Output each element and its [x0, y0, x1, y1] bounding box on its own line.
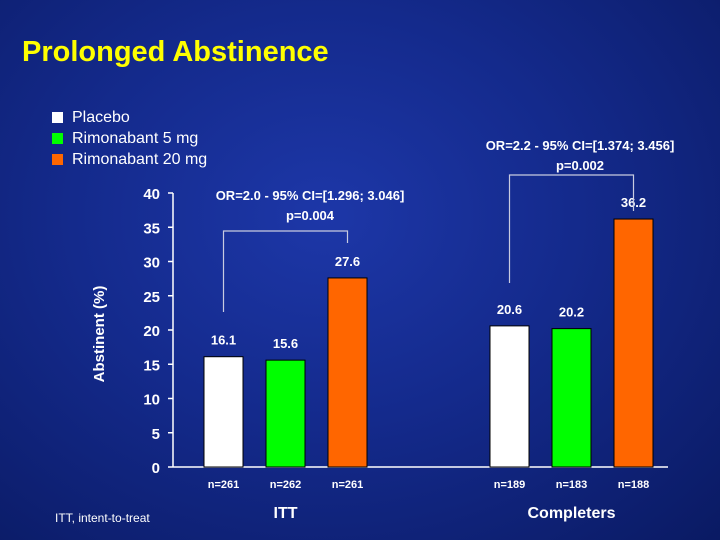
bars-layer	[203, 218, 654, 468]
p-value-annotation: p=0.004	[286, 208, 335, 223]
legend-item-rimonabant-5mg: Rimonabant 5 mg	[52, 128, 207, 149]
bar	[327, 277, 368, 468]
legend-label-placebo: Placebo	[72, 108, 130, 126]
bar	[489, 325, 530, 468]
y-tick-label: 0	[152, 460, 160, 477]
y-tick-label: 25	[143, 289, 160, 306]
bar-value-label: 20.2	[559, 305, 584, 320]
odds-ratio-annotation: OR=2.2 - 95% CI=[1.374; 3.456]	[486, 138, 675, 153]
legend-swatch-rimonabant-20mg	[52, 154, 63, 165]
axis-layer: 0 5 10 15 20 25 30 35 40 Abstinent (%)	[91, 186, 668, 477]
bar-value-label: 27.6	[335, 254, 360, 269]
significance-bracket	[508, 174, 635, 283]
chart-legend: Placebo Rimonabant 5 mg Rimonabant 20 mg	[52, 107, 207, 170]
bar-n-label: n=261	[332, 479, 364, 491]
annotations-layer: OR=2.0 - 95% CI=[1.296; 3.046] p=0.004 OR=…	[216, 138, 675, 312]
y-tick-label: 20	[143, 323, 160, 340]
category-label: ITT	[274, 505, 298, 522]
legend-label-rimonabant-5mg: Rimonabant 5 mg	[72, 129, 199, 147]
y-tick-label: 10	[143, 392, 160, 409]
bar-value-label: 16.1	[211, 333, 236, 348]
slide-title: Prolonged Abstinence	[22, 36, 329, 68]
bar-n-label: n=188	[618, 479, 650, 491]
legend-label-rimonabant-20mg: Rimonabant 20 mg	[72, 150, 208, 168]
bar-value-label: 20.6	[497, 302, 522, 317]
y-tick-label: 35	[143, 220, 160, 237]
legend-swatch-rimonabant-5mg	[52, 133, 63, 144]
bar	[265, 359, 306, 468]
y-tick-label: 30	[143, 255, 160, 272]
y-tick-label: 40	[143, 186, 160, 203]
y-tick-label: 5	[152, 426, 160, 443]
bar	[203, 356, 244, 468]
bar	[551, 328, 592, 468]
y-tick-label: 15	[143, 357, 160, 374]
legend-item-placebo: Placebo	[52, 107, 207, 128]
legend-item-rimonabant-20mg: Rimonabant 20 mg	[52, 149, 207, 170]
bar-n-label: n=261	[208, 479, 240, 491]
bar-n-label: n=189	[494, 479, 526, 491]
odds-ratio-annotation: OR=2.0 - 95% CI=[1.296; 3.046]	[216, 188, 405, 203]
labels-layer: 16.1 n=261 15.6 n=262 27.6 n=261 ITT 20.6 n=189 2…	[208, 195, 650, 522]
category-label: Completers	[527, 505, 615, 522]
legend-swatch-placebo	[52, 112, 63, 123]
significance-bracket	[222, 230, 349, 312]
bar-value-label: 15.6	[273, 336, 298, 351]
footnote: ITT, intent-to-treat	[55, 511, 150, 525]
bar-n-label: n=262	[270, 479, 302, 491]
y-axis-label: Abstinent (%)	[91, 286, 108, 383]
bar-n-label: n=183	[556, 479, 588, 491]
p-value-annotation: p=0.002	[556, 158, 604, 173]
bar	[613, 218, 654, 468]
